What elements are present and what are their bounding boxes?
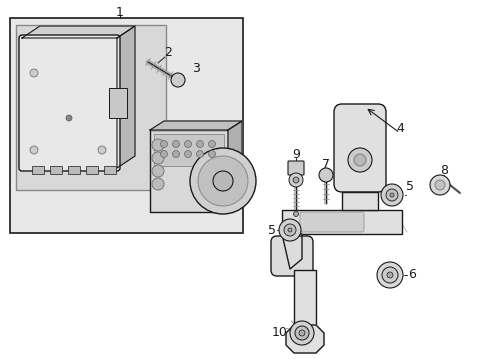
Circle shape bbox=[171, 73, 184, 87]
Circle shape bbox=[298, 330, 305, 336]
Polygon shape bbox=[285, 325, 324, 353]
Circle shape bbox=[429, 175, 449, 195]
Circle shape bbox=[196, 140, 203, 148]
Circle shape bbox=[318, 168, 332, 182]
Circle shape bbox=[289, 321, 313, 345]
Circle shape bbox=[294, 326, 308, 340]
FancyBboxPatch shape bbox=[270, 236, 312, 276]
Circle shape bbox=[152, 165, 163, 177]
Bar bbox=[154, 134, 224, 166]
Text: 7: 7 bbox=[321, 158, 329, 171]
Text: 5: 5 bbox=[267, 224, 275, 237]
Circle shape bbox=[208, 140, 215, 148]
Circle shape bbox=[196, 150, 203, 158]
Bar bbox=[10, 18, 243, 233]
Bar bbox=[341, 192, 377, 210]
Circle shape bbox=[288, 173, 303, 187]
Circle shape bbox=[160, 150, 167, 158]
Circle shape bbox=[287, 228, 291, 232]
Text: 4: 4 bbox=[395, 122, 403, 135]
Bar bbox=[86, 166, 98, 174]
Bar bbox=[150, 130, 227, 212]
Text: 10: 10 bbox=[271, 327, 287, 339]
Circle shape bbox=[152, 139, 163, 151]
Circle shape bbox=[198, 156, 247, 206]
Circle shape bbox=[184, 140, 191, 148]
Circle shape bbox=[172, 140, 179, 148]
Circle shape bbox=[353, 154, 365, 166]
Bar bbox=[68, 166, 80, 174]
Circle shape bbox=[160, 140, 167, 148]
Bar bbox=[50, 166, 62, 174]
Bar bbox=[282, 210, 401, 234]
Polygon shape bbox=[150, 121, 242, 130]
Text: 9: 9 bbox=[291, 148, 299, 161]
Text: 1: 1 bbox=[116, 5, 123, 18]
Bar bbox=[293, 270, 315, 325]
Circle shape bbox=[385, 189, 397, 201]
Circle shape bbox=[152, 152, 163, 164]
Polygon shape bbox=[282, 234, 302, 269]
Circle shape bbox=[284, 224, 295, 236]
FancyBboxPatch shape bbox=[299, 212, 363, 232]
Polygon shape bbox=[22, 26, 135, 38]
Bar bbox=[104, 166, 116, 174]
Text: 6: 6 bbox=[407, 269, 415, 282]
Circle shape bbox=[172, 150, 179, 158]
Circle shape bbox=[98, 146, 106, 154]
FancyBboxPatch shape bbox=[287, 161, 304, 175]
Circle shape bbox=[66, 115, 72, 121]
Bar bbox=[109, 88, 127, 118]
Circle shape bbox=[30, 146, 38, 154]
Circle shape bbox=[190, 148, 256, 214]
Circle shape bbox=[347, 148, 371, 172]
Circle shape bbox=[434, 180, 444, 190]
FancyBboxPatch shape bbox=[333, 104, 385, 192]
FancyBboxPatch shape bbox=[19, 35, 120, 171]
Circle shape bbox=[376, 262, 402, 288]
Circle shape bbox=[184, 150, 191, 158]
Circle shape bbox=[208, 150, 215, 158]
Circle shape bbox=[292, 177, 298, 183]
Circle shape bbox=[389, 193, 393, 197]
Text: 3: 3 bbox=[192, 62, 200, 75]
Polygon shape bbox=[227, 121, 242, 212]
Circle shape bbox=[279, 219, 301, 241]
Circle shape bbox=[293, 211, 298, 216]
Bar bbox=[16, 25, 165, 190]
Bar bbox=[32, 166, 44, 174]
Circle shape bbox=[380, 184, 402, 206]
Text: 8: 8 bbox=[439, 165, 447, 177]
Text: 2: 2 bbox=[164, 45, 172, 58]
Circle shape bbox=[213, 171, 232, 191]
Circle shape bbox=[152, 178, 163, 190]
Circle shape bbox=[381, 267, 397, 283]
Circle shape bbox=[386, 272, 392, 278]
Circle shape bbox=[30, 69, 38, 77]
Text: 5: 5 bbox=[405, 180, 413, 194]
Polygon shape bbox=[117, 26, 135, 168]
